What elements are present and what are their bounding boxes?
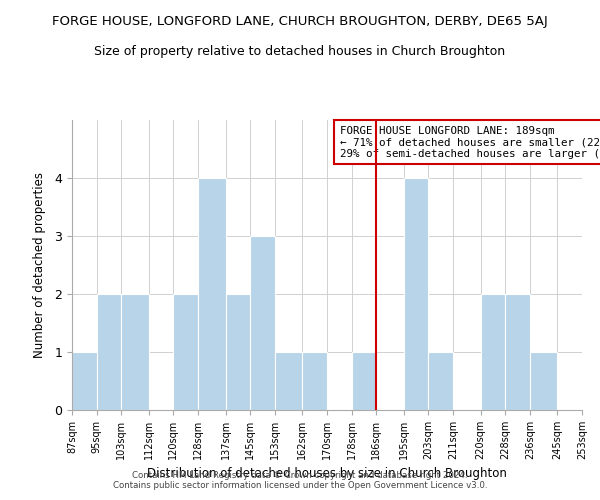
Bar	[505, 294, 530, 410]
Bar	[481, 294, 505, 410]
Bar	[226, 294, 250, 410]
Bar	[72, 352, 97, 410]
Bar	[121, 294, 149, 410]
Text: FORGE HOUSE LONGFORD LANE: 189sqm
← 71% of detached houses are smaller (22)
29% : FORGE HOUSE LONGFORD LANE: 189sqm ← 71% …	[340, 126, 600, 159]
Y-axis label: Number of detached properties: Number of detached properties	[33, 172, 46, 358]
Bar	[275, 352, 302, 410]
X-axis label: Distribution of detached houses by size in Church Broughton: Distribution of detached houses by size …	[147, 468, 507, 480]
Bar	[302, 352, 327, 410]
Bar	[97, 294, 121, 410]
Bar	[428, 352, 453, 410]
Bar	[404, 178, 428, 410]
Bar	[530, 352, 557, 410]
Bar	[250, 236, 275, 410]
Bar	[198, 178, 226, 410]
Text: Contains HM Land Registry data © Crown copyright and database right 2024.
Contai: Contains HM Land Registry data © Crown c…	[113, 470, 487, 490]
Text: Size of property relative to detached houses in Church Broughton: Size of property relative to detached ho…	[94, 45, 506, 58]
Bar	[352, 352, 376, 410]
Text: FORGE HOUSE, LONGFORD LANE, CHURCH BROUGHTON, DERBY, DE65 5AJ: FORGE HOUSE, LONGFORD LANE, CHURCH BROUG…	[52, 15, 548, 28]
Bar	[582, 352, 600, 410]
Bar	[173, 294, 198, 410]
